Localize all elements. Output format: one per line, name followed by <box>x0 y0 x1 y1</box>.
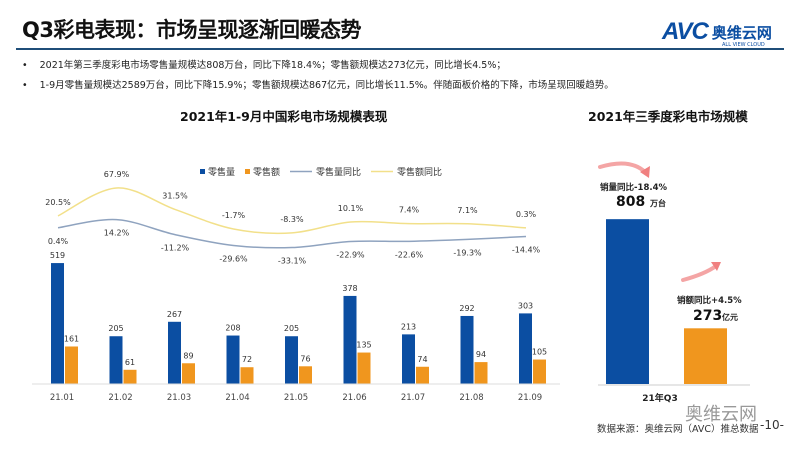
amount-yoy-label: 7.1% <box>457 206 478 215</box>
bar-amount-label: 61 <box>125 358 135 367</box>
volume-yoy-label: 0.4% <box>48 237 69 246</box>
q3-amount-yoy: 销额同比+4.5% <box>677 295 742 306</box>
right-chart-title: 2021年三季度彩电市场规模 <box>588 109 748 124</box>
category-label: 21.06 <box>342 393 366 403</box>
category-label: 21.02 <box>108 393 132 403</box>
volume-yoy-label: -11.2% <box>161 244 190 253</box>
bar-volume <box>285 336 298 384</box>
volume-yoy-line <box>57 218 527 249</box>
amount-yoy-label: 7.4% <box>399 206 420 215</box>
trend-arrow-icon <box>681 264 718 282</box>
bar-amount-label: 72 <box>242 355 252 364</box>
q3-bar-amount <box>684 328 727 384</box>
bar-volume-label: 303 <box>518 301 533 310</box>
bar-amount <box>474 362 488 384</box>
q3-category-label: 21年Q3 <box>642 392 677 404</box>
amount-yoy-label: 20.5% <box>45 198 71 207</box>
category-label: 21.04 <box>225 393 249 403</box>
bar-amount-label: 94 <box>476 350 486 359</box>
q3-bar-volume <box>606 219 649 384</box>
logo-en: ALL VIEW CLOUD <box>722 42 765 48</box>
page-title: Q3彩电表现：市场呈现逐渐回暖态势 <box>22 18 361 42</box>
q3-amount-value: 273 <box>693 308 722 324</box>
bar-volume-label: 213 <box>401 322 416 331</box>
bar-amount-label: 74 <box>417 355 427 364</box>
amount-yoy-line <box>57 187 527 235</box>
bar-volume <box>519 313 532 384</box>
amount-yoy-label: 0.3% <box>516 210 537 219</box>
bar-volume <box>168 321 181 384</box>
bar-amount <box>240 367 254 384</box>
bar-amount-label: 89 <box>183 351 193 360</box>
q3-volume-unit: 万台 <box>649 198 666 208</box>
legend-label: 零售量 <box>208 166 235 178</box>
bar-amount <box>65 346 78 384</box>
bar-volume-label: 378 <box>342 284 357 293</box>
logo-cn: 奥维云网 <box>711 23 772 42</box>
bar-volume-label: 292 <box>459 304 474 313</box>
amount-yoy-label: 67.9% <box>104 170 130 179</box>
legend-label: 零售额 <box>253 166 280 178</box>
category-label: 21.08 <box>459 393 483 403</box>
avc-logo: AVC 奥维云网 ALL VIEW CLOUD <box>662 18 772 48</box>
bar-volume-label: 205 <box>108 324 123 333</box>
page-number: -10- <box>760 418 784 432</box>
bar-amount <box>182 363 195 384</box>
bar-volume <box>226 335 240 384</box>
bar-volume <box>109 336 123 384</box>
data-source: 数据来源：奥维云网（AVC）推总数据 <box>597 424 759 435</box>
amount-yoy-label: 31.5% <box>162 191 188 200</box>
bar-amount <box>299 366 312 384</box>
q3-amount-unit: 亿元 <box>722 312 738 322</box>
bar-volume <box>460 315 474 384</box>
trend-arrow-head-icon <box>711 262 721 271</box>
category-label: 21.07 <box>401 393 425 403</box>
volume-yoy-label: -33.1% <box>278 257 307 266</box>
bar-amount <box>123 369 137 384</box>
legend-label: 零售量同比 <box>316 166 361 178</box>
volume-yoy-label: -19.3% <box>453 248 482 257</box>
category-label: 21.09 <box>518 393 542 403</box>
bar-volume <box>402 334 415 384</box>
bar-volume-label: 519 <box>50 251 65 260</box>
legend-label: 零售额同比 <box>397 166 442 178</box>
bar-volume-label: 208 <box>225 324 240 333</box>
volume-yoy-label: -14.4% <box>512 245 541 254</box>
bullet-2: 1-9月零售量规模达2589万台，同比下降15.9%；零售额规模达867亿元，同… <box>22 77 614 91</box>
amount-yoy-label: -1.7% <box>222 211 246 220</box>
volume-yoy-label: -22.6% <box>395 250 424 259</box>
bar-volume <box>51 263 64 384</box>
bar-volume-label: 267 <box>167 310 182 319</box>
bar-volume <box>343 295 357 384</box>
trend-arrow-head-icon <box>640 166 650 178</box>
trend-arrow-icon <box>598 161 647 174</box>
bar-amount-label: 105 <box>532 348 547 357</box>
q3-volume-value: 808 <box>616 194 645 210</box>
amount-yoy-label: -8.3% <box>280 215 304 224</box>
bar-amount-label: 161 <box>64 334 79 343</box>
bullet-1: 2021年第三季度彩电市场零售量规模达808万台，同比下降18.4%；零售额规模… <box>22 57 506 71</box>
category-label: 21.01 <box>50 393 74 403</box>
q3-volume-yoy: 销量同比-18.4% <box>600 182 668 193</box>
amount-yoy-label: 10.1% <box>338 204 364 213</box>
volume-yoy-label: -29.6% <box>219 254 248 263</box>
bar-amount <box>533 359 546 384</box>
watermark: 奥维云网 <box>685 404 757 425</box>
legend-swatch <box>200 169 205 174</box>
header-divider <box>16 48 784 50</box>
category-label: 21.03 <box>167 393 191 403</box>
bar-volume-label: 205 <box>284 324 299 333</box>
left-chart-title: 2021年1-9月中国彩电市场规模表现 <box>180 109 388 124</box>
bar-amount <box>357 352 371 384</box>
logo-mark: AVC <box>662 18 709 45</box>
bar-amount <box>416 366 429 384</box>
bar-amount-label: 135 <box>356 341 371 350</box>
volume-yoy-label: -22.9% <box>336 251 365 260</box>
category-label: 21.05 <box>284 393 308 403</box>
legend-swatch <box>245 169 250 174</box>
volume-yoy-label: 14.2% <box>104 229 130 238</box>
bar-amount-label: 76 <box>300 354 310 363</box>
